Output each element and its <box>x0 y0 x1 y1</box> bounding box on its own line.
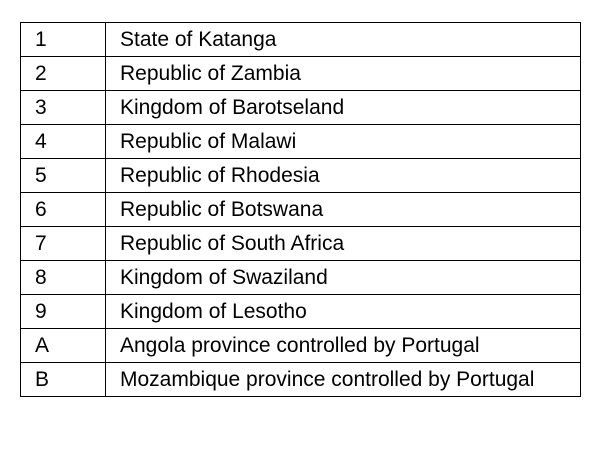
row-key: 5 <box>20 158 106 193</box>
row-label: State of Katanga <box>105 22 581 57</box>
row-key: 6 <box>20 192 106 227</box>
table-row: 7 Republic of South Africa <box>20 226 581 261</box>
row-label: Kingdom of Barotseland <box>105 90 581 125</box>
row-label: Kingdom of Lesotho <box>105 294 581 329</box>
row-label: Republic of Zambia <box>105 56 581 91</box>
row-key: B <box>20 362 106 397</box>
table-container: 1 State of Katanga 2 Republic of Zambia 3 Kin… <box>20 22 581 397</box>
row-label: Republic of Rhodesia <box>105 158 581 193</box>
table-row: A Angola province controlled by Portugal <box>20 328 581 363</box>
table-row: 5 Republic of Rhodesia <box>20 158 581 193</box>
table-row: 9 Kingdom of Lesotho <box>20 294 581 329</box>
row-key: 7 <box>20 226 106 261</box>
table-row: 8 Kingdom of Swaziland <box>20 260 581 295</box>
row-key: A <box>20 328 106 363</box>
table-row: 1 State of Katanga <box>20 22 581 57</box>
row-label: Kingdom of Swaziland <box>105 260 581 295</box>
row-key: 4 <box>20 124 106 159</box>
row-label: Republic of Malawi <box>105 124 581 159</box>
row-key: 2 <box>20 56 106 91</box>
row-key: 9 <box>20 294 106 329</box>
row-label: Republic of Botswana <box>105 192 581 227</box>
table-row: 4 Republic of Malawi <box>20 124 581 159</box>
row-key: 8 <box>20 260 106 295</box>
table: 1 State of Katanga 2 Republic of Zambia 3 Kin… <box>20 22 581 397</box>
row-key: 3 <box>20 90 106 125</box>
row-label: Angola province controlled by Portugal <box>105 328 581 363</box>
table-row: 2 Republic of Zambia <box>20 56 581 91</box>
row-label: Mozambique province controlled by Portug… <box>105 362 581 397</box>
table-row: 3 Kingdom of Barotseland <box>20 90 581 125</box>
row-key: 1 <box>20 22 106 57</box>
row-label: Republic of South Africa <box>105 226 581 261</box>
table-row: 6 Republic of Botswana <box>20 192 581 227</box>
table-row: B Mozambique province controlled by Portu… <box>20 362 581 397</box>
